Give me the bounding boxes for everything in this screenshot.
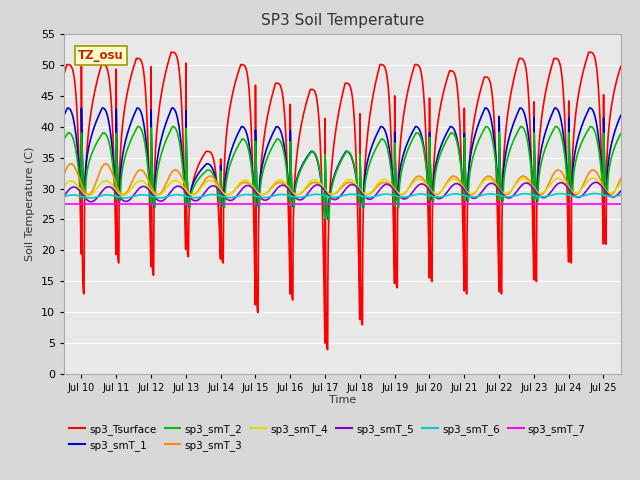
sp3_smT_4: [589, 175, 596, 181]
Line: sp3_smT_5: sp3_smT_5: [64, 182, 621, 202]
sp3_Tsurface: [499, 181, 506, 187]
sp3_smT_3: [67, 161, 75, 167]
Line: sp3_smT_1: sp3_smT_1: [64, 108, 621, 219]
sp3_smT_6: [611, 193, 619, 199]
sp3_smT_3: [60, 171, 68, 177]
sp3_smT_5: [611, 194, 619, 200]
sp3_smT_5: [617, 188, 625, 194]
sp3_Tsurface: [463, 228, 471, 233]
Line: sp3_smT_3: sp3_smT_3: [64, 164, 621, 195]
sp3_smT_4: [84, 193, 92, 199]
sp3_smT_6: [617, 192, 625, 198]
sp3_smT_2: [134, 124, 141, 130]
sp3_smT_4: [414, 176, 422, 182]
sp3_smT_7: [499, 201, 506, 207]
sp3_smT_3: [499, 190, 506, 196]
sp3_smT_7: [463, 201, 470, 207]
sp3_smT_2: [174, 133, 182, 139]
sp3_smT_3: [463, 189, 471, 195]
sp3_Tsurface: [611, 85, 619, 91]
sp3_smT_7: [611, 201, 618, 207]
sp3_smT_6: [532, 193, 540, 199]
sp3_Tsurface: [532, 278, 540, 284]
sp3_smT_6: [463, 193, 471, 199]
sp3_smT_2: [611, 144, 619, 149]
sp3_smT_4: [499, 189, 506, 195]
sp3_smT_1: [324, 216, 332, 222]
sp3_smT_2: [617, 131, 625, 136]
sp3_Tsurface: [60, 72, 68, 77]
sp3_smT_2: [414, 131, 422, 136]
sp3_smT_6: [60, 193, 68, 199]
sp3_smT_2: [325, 216, 333, 222]
sp3_smT_1: [414, 125, 422, 131]
sp3_smT_2: [60, 136, 68, 142]
sp3_smT_4: [174, 179, 182, 184]
sp3_smT_3: [611, 188, 619, 193]
sp3_Tsurface: [168, 49, 175, 55]
Line: sp3_Tsurface: sp3_Tsurface: [64, 52, 621, 349]
Title: SP3 Soil Temperature: SP3 Soil Temperature: [260, 13, 424, 28]
Legend: sp3_Tsurface, sp3_smT_1, sp3_smT_2, sp3_smT_3, sp3_smT_4, sp3_smT_5, sp3_smT_6, : sp3_Tsurface, sp3_smT_1, sp3_smT_2, sp3_…: [69, 424, 586, 451]
X-axis label: Time: Time: [329, 395, 356, 405]
sp3_smT_1: [499, 185, 506, 191]
Text: TZ_osu: TZ_osu: [78, 49, 124, 62]
sp3_smT_7: [60, 201, 68, 207]
sp3_smT_6: [499, 193, 506, 199]
sp3_smT_1: [63, 105, 71, 111]
sp3_smT_6: [414, 192, 422, 197]
sp3_smT_6: [591, 191, 598, 196]
sp3_smT_1: [60, 112, 68, 118]
sp3_smT_3: [174, 168, 182, 174]
sp3_smT_3: [607, 192, 614, 198]
sp3_smT_5: [174, 183, 182, 189]
sp3_smT_5: [532, 189, 540, 194]
sp3_Tsurface: [324, 347, 332, 352]
sp3_smT_1: [463, 197, 471, 203]
sp3_smT_5: [592, 180, 600, 185]
sp3_smT_6: [174, 192, 182, 198]
Line: sp3_smT_4: sp3_smT_4: [64, 178, 621, 196]
Y-axis label: Soil Temperature (C): Soil Temperature (C): [26, 147, 35, 261]
sp3_smT_4: [60, 183, 68, 189]
sp3_smT_7: [174, 201, 182, 207]
sp3_smT_1: [611, 128, 619, 134]
sp3_Tsurface: [617, 63, 625, 69]
sp3_smT_2: [499, 198, 506, 204]
sp3_smT_3: [617, 176, 625, 181]
sp3_smT_2: [463, 194, 471, 200]
sp3_smT_4: [617, 180, 625, 186]
sp3_Tsurface: [414, 62, 422, 68]
sp3_smT_2: [532, 187, 540, 193]
sp3_smT_4: [532, 188, 540, 193]
sp3_smT_5: [463, 191, 471, 196]
sp3_smT_7: [414, 201, 422, 207]
sp3_smT_5: [87, 199, 95, 204]
Line: sp3_smT_6: sp3_smT_6: [64, 193, 621, 198]
sp3_smT_7: [617, 201, 625, 207]
sp3_smT_4: [611, 188, 619, 193]
sp3_smT_3: [532, 187, 540, 193]
Line: sp3_smT_2: sp3_smT_2: [64, 127, 621, 219]
sp3_smT_5: [60, 193, 68, 199]
sp3_smT_3: [414, 173, 422, 179]
sp3_smT_5: [499, 191, 506, 197]
sp3_smT_1: [617, 112, 625, 118]
sp3_smT_7: [532, 201, 540, 207]
sp3_smT_6: [86, 195, 94, 201]
sp3_smT_5: [414, 183, 422, 189]
sp3_smT_4: [463, 189, 471, 194]
sp3_smT_1: [532, 191, 540, 197]
sp3_smT_1: [174, 119, 182, 124]
sp3_Tsurface: [174, 60, 182, 66]
